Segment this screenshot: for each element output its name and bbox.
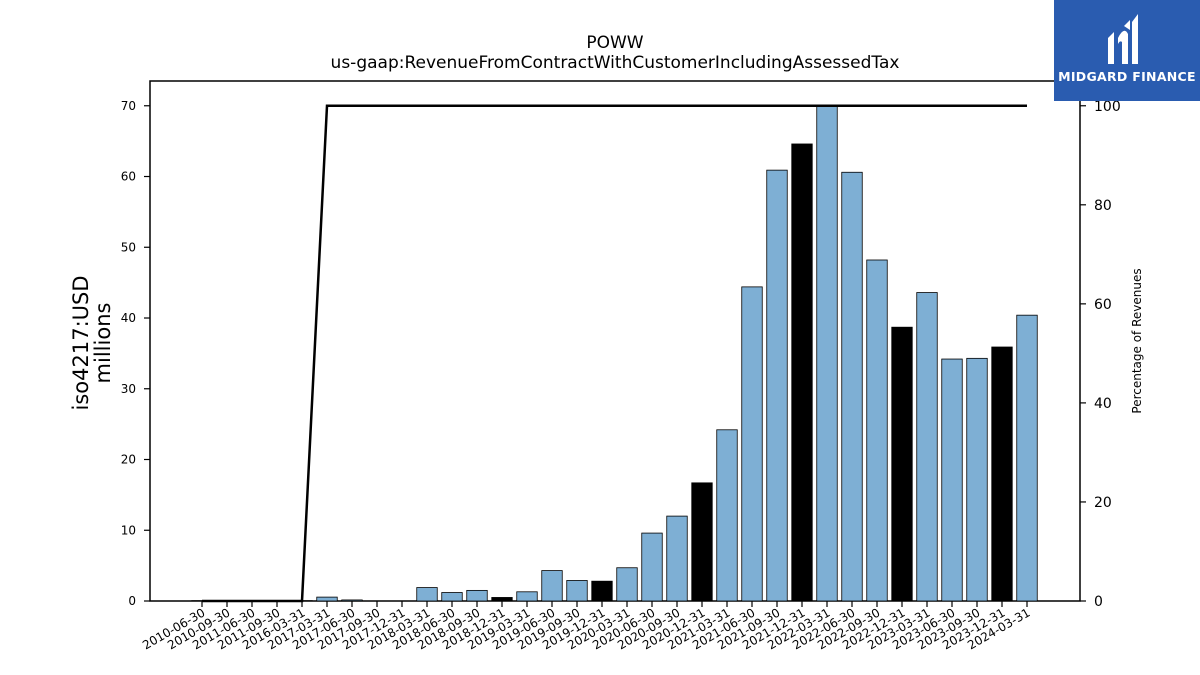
y2-tick-label: 100 <box>1094 99 1121 115</box>
bar-2022-09-30 <box>866 259 888 602</box>
bar-2023-12-31 <box>991 346 1013 602</box>
bar-2020-03-31 <box>616 567 638 602</box>
bars-group <box>191 105 1038 602</box>
bar-2019-09-30 <box>566 580 588 602</box>
y-tick-label: 70 <box>121 99 136 113</box>
bar-2021-03-31 <box>716 429 738 602</box>
brand-name: MIDGARD FINANCE <box>1058 69 1196 84</box>
percentage-line <box>202 104 1027 603</box>
line-group <box>202 104 1027 603</box>
bar-2018-06-30 <box>441 592 463 602</box>
bar-2018-12-31 <box>491 597 513 602</box>
bar-2023-06-30 <box>941 358 963 602</box>
bar-2017-03-31 <box>316 596 338 602</box>
y-tick-label: 20 <box>121 453 136 467</box>
bar-2018-03-31 <box>416 587 438 602</box>
y-tick-label: 10 <box>121 523 136 537</box>
y-tick-label: 0 <box>128 594 136 608</box>
bar-2022-12-31 <box>891 326 913 602</box>
chart-title: POWW <box>586 33 643 53</box>
bar-2022-03-31 <box>816 105 838 602</box>
y-axis-right: 0 20 40 60 80 100 <box>1080 99 1121 610</box>
y-tick-label: 30 <box>121 382 136 396</box>
bar-2019-06-30 <box>541 570 563 602</box>
y-axis-label-line: iso4217:USD <box>69 275 93 410</box>
x-axis: 2010-06-302010-09-302011-06-302011-09-30… <box>140 601 1033 652</box>
y-tick-label: 60 <box>121 170 136 184</box>
bar-2021-12-31 <box>791 143 813 602</box>
y-axis-label: iso4217:USDmillions <box>69 275 115 410</box>
y2-tick-label: 40 <box>1094 396 1112 412</box>
y2-tick-label: 60 <box>1094 297 1112 313</box>
y-tick-label: 40 <box>121 311 136 325</box>
y-axis-label-line: millions <box>91 303 115 384</box>
y2-tick-label: 0 <box>1094 594 1103 610</box>
y2-axis-label: Percentage of Revenues <box>1130 268 1144 413</box>
bar-2021-09-30 <box>766 169 788 602</box>
bar-2023-09-30 <box>966 357 988 602</box>
bar-2022-06-30 <box>841 171 863 602</box>
chart-subtitle: us-gaap:RevenueFromContractWithCustomerI… <box>331 53 900 73</box>
bar-2020-12-31 <box>691 482 713 602</box>
y-axis-left: 0 10 20 30 40 50 60 70 <box>121 99 150 608</box>
y2-tick-label: 20 <box>1094 495 1112 511</box>
y2-tick-label: 80 <box>1094 198 1112 214</box>
bar-2020-06-30 <box>641 532 663 602</box>
bar-2019-12-31 <box>591 580 613 602</box>
bar-2018-09-30 <box>466 589 488 602</box>
bar-2017-06-30 <box>341 599 363 602</box>
plot-frame <box>149 80 1081 602</box>
y-tick-label: 50 <box>121 240 136 254</box>
bar-2024-03-31 <box>1016 314 1038 602</box>
bar-2023-03-31 <box>916 292 938 602</box>
bar-2021-06-30 <box>741 286 763 602</box>
midgard-logo-icon <box>1108 14 1138 64</box>
bar-2019-03-31 <box>516 591 538 602</box>
bar-2020-09-30 <box>666 515 688 602</box>
brand-logo: MIDGARD FINANCE <box>1054 0 1200 101</box>
